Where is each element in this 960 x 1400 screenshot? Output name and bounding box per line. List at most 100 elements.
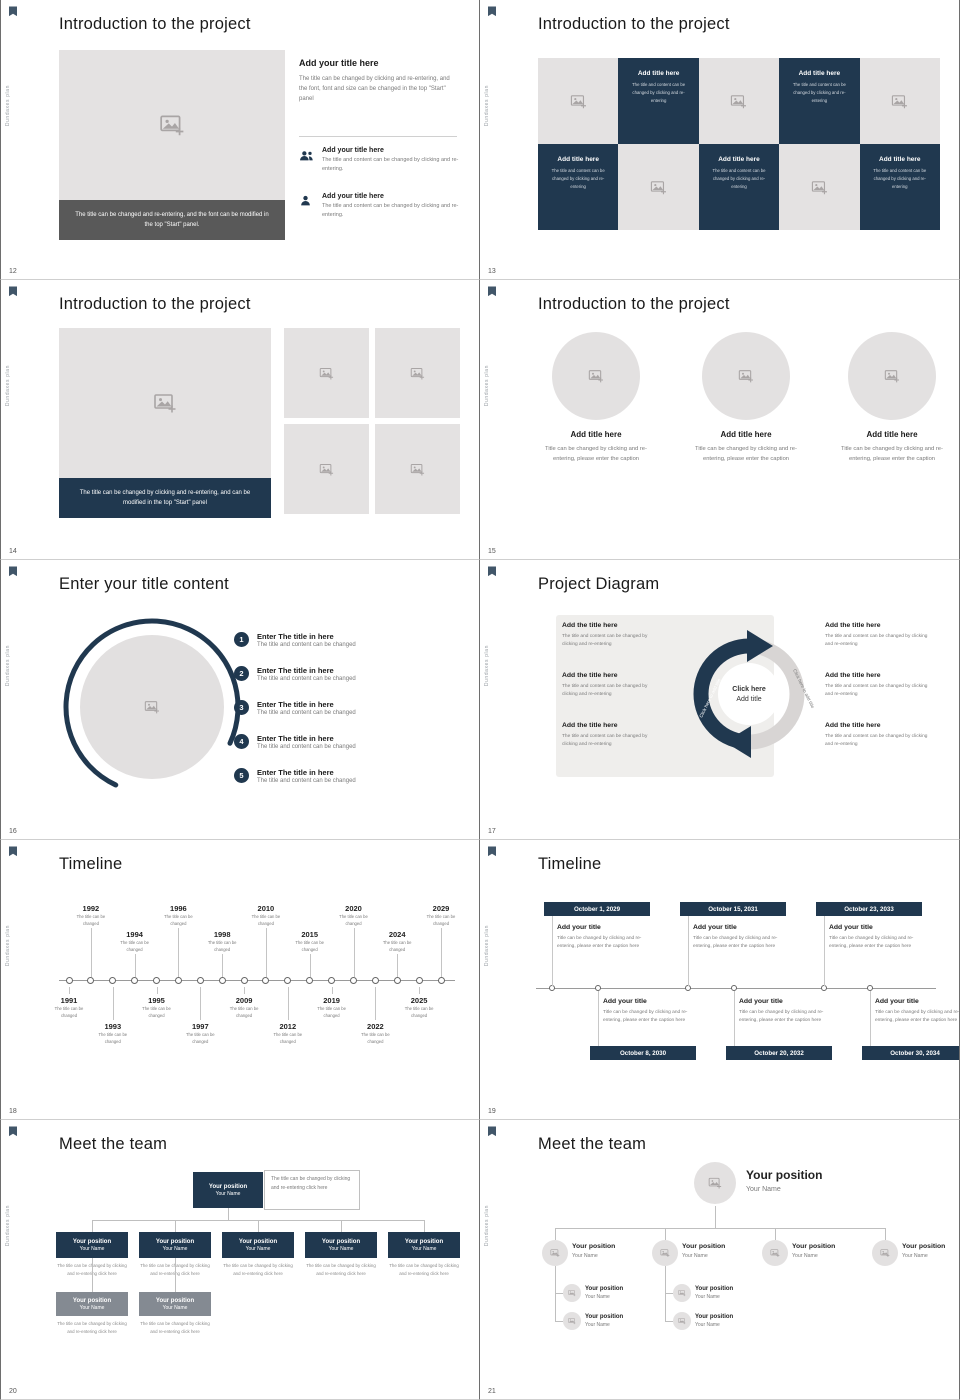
feature-item[interactable]: Add your title here The title and conten… <box>299 193 459 220</box>
timeline-node[interactable] <box>174 977 182 984</box>
connector-line <box>885 1228 886 1240</box>
timeline-node[interactable] <box>595 985 601 991</box>
image-placeholder-icon <box>731 94 747 108</box>
logo-icon <box>487 285 497 297</box>
image-placeholder[interactable] <box>859 58 940 144</box>
event-text: Title can be changed by clicking and re-… <box>829 936 914 950</box>
title-cell[interactable]: Add title here The title and content can… <box>859 144 940 230</box>
org-box[interactable]: Your position Your Name <box>56 1292 128 1316</box>
org-box[interactable]: Your position Your Name <box>193 1172 263 1208</box>
avatar-circle[interactable] <box>694 1162 736 1204</box>
avatar-circle[interactable] <box>673 1312 691 1330</box>
date-badge[interactable]: October 1, 2029 <box>544 902 650 916</box>
slide-title: Timeline <box>59 855 123 873</box>
slide-18[interactable]: Dundaxes plan Timeline 1991 The title ca… <box>0 840 480 1120</box>
timeline-node[interactable] <box>196 977 204 984</box>
title-cell[interactable]: Add title here The title and content can… <box>538 144 619 230</box>
timeline-node[interactable] <box>262 977 270 984</box>
cell-text: The title and content can be changed by … <box>551 168 605 190</box>
avatar-circle[interactable] <box>762 1240 788 1266</box>
image-placeholder-circle[interactable] <box>848 332 936 420</box>
avatar-circle[interactable] <box>652 1240 678 1266</box>
org-box[interactable]: Your position Your Name <box>139 1292 211 1316</box>
slide-19[interactable]: Dundaxes plan Timeline October 1, 2029 A… <box>480 840 960 1120</box>
image-placeholder-circle[interactable] <box>702 332 790 420</box>
timeline-tick <box>353 928 355 977</box>
timeline-tick <box>331 987 333 994</box>
avatar-circle[interactable] <box>542 1240 568 1266</box>
date-badge[interactable]: October 30, 2034 <box>862 1046 959 1060</box>
avatar-circle[interactable] <box>563 1284 581 1302</box>
avatar-circle[interactable] <box>673 1284 691 1302</box>
image-placeholder[interactable] <box>538 58 619 144</box>
content-heading: Add your title here <box>299 58 379 68</box>
org-box-name: Your Name <box>79 1245 105 1252</box>
title-cell[interactable]: Add title here The title and content can… <box>779 58 860 144</box>
timeline-tick <box>419 987 421 994</box>
slide-21[interactable]: Dundaxes plan Meet the team Your positio… <box>480 1120 960 1400</box>
timeline-node[interactable] <box>65 977 73 984</box>
timeline-node[interactable] <box>328 977 336 984</box>
timeline-tick <box>156 987 158 994</box>
image-placeholder[interactable] <box>375 424 460 514</box>
item-title: Add title here <box>866 430 918 439</box>
org-box[interactable]: Your position Your Name <box>139 1232 211 1258</box>
avatar-circle[interactable] <box>563 1312 581 1330</box>
timeline-node[interactable] <box>437 977 445 984</box>
date-badge[interactable]: October 15, 2031 <box>680 902 786 916</box>
org-box[interactable]: Your position Your Name <box>305 1232 377 1258</box>
date-badge[interactable]: October 23, 2033 <box>816 902 922 916</box>
timeline-node[interactable] <box>240 977 248 984</box>
timeline-event: 2029 The title can be changed <box>424 904 458 927</box>
org-box[interactable]: Your position Your Name <box>388 1232 460 1258</box>
slide-14[interactable]: Dundaxes plan Introduction to the projec… <box>0 280 480 560</box>
timeline-node[interactable] <box>109 977 117 984</box>
image-placeholder-icon <box>880 1249 890 1257</box>
slide-20[interactable]: Dundaxes plan Meet the team Your positio… <box>0 1120 480 1400</box>
image-placeholder-circle[interactable] <box>552 332 640 420</box>
date-badge[interactable]: October 20, 2032 <box>726 1046 832 1060</box>
timeline-node[interactable] <box>350 977 357 984</box>
feature-item[interactable]: Add your title here The title and conten… <box>299 147 459 174</box>
timeline-node[interactable] <box>284 977 292 984</box>
timeline-node[interactable] <box>306 977 314 984</box>
image-placeholder[interactable] <box>284 328 369 418</box>
timeline-node[interactable] <box>393 977 401 984</box>
timeline-node[interactable] <box>867 985 873 991</box>
timeline-node[interactable] <box>731 985 737 991</box>
timeline-node[interactable] <box>415 977 423 984</box>
date-badge[interactable]: October 8, 2030 <box>590 1046 696 1060</box>
image-placeholder[interactable] <box>59 50 285 200</box>
timeline-node[interactable] <box>131 977 139 984</box>
org-box-title: Your position <box>238 1238 278 1245</box>
org-box-title: Your position <box>321 1238 361 1245</box>
event-text: Title can be changed by clicking and re-… <box>693 936 778 950</box>
slide-15[interactable]: Dundaxes plan Introduction to the projec… <box>480 280 960 560</box>
slide-body: 1 Enter The title in here The title and … <box>1 560 479 839</box>
avatar-circle[interactable] <box>872 1240 898 1266</box>
timeline-node[interactable] <box>218 977 226 984</box>
logo-icon <box>8 845 18 857</box>
image-placeholder[interactable] <box>59 328 271 478</box>
feature-text: The title and content can be changed by … <box>322 203 459 219</box>
slide-17[interactable]: Dundaxes plan Project Diagram Add the ti… <box>480 560 960 840</box>
slide-12[interactable]: Dundaxes plan Introduction to the projec… <box>0 0 480 280</box>
slide-13[interactable]: Dundaxes plan Introduction to the projec… <box>480 0 960 280</box>
image-placeholder[interactable] <box>698 58 780 144</box>
title-cell[interactable]: Add title here The title and content can… <box>618 58 699 144</box>
image-placeholder[interactable] <box>618 144 699 230</box>
image-placeholder[interactable] <box>375 328 460 418</box>
slide-16[interactable]: Dundaxes plan Enter your title content 1… <box>0 560 480 840</box>
title-cell[interactable]: Add title here The title and content can… <box>698 144 780 230</box>
timeline-node[interactable] <box>87 977 95 984</box>
timeline-node[interactable] <box>153 977 160 984</box>
image-placeholder[interactable] <box>779 144 860 230</box>
slide-body: The title can be changed and re-entering… <box>1 0 479 279</box>
image-placeholder-icon <box>588 370 603 383</box>
image-placeholder[interactable] <box>284 424 369 514</box>
org-box[interactable]: Your position Your Name <box>56 1232 128 1258</box>
org-box[interactable]: Your position Your Name <box>222 1232 294 1258</box>
timeline-node[interactable] <box>371 977 379 984</box>
branch-name: Your Name <box>792 1253 818 1259</box>
